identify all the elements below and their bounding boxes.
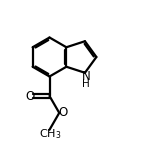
Text: H: H — [82, 79, 90, 89]
Text: CH$_3$: CH$_3$ — [39, 127, 62, 141]
Text: N: N — [82, 70, 90, 83]
Text: O: O — [25, 90, 34, 102]
Text: O: O — [58, 106, 67, 119]
